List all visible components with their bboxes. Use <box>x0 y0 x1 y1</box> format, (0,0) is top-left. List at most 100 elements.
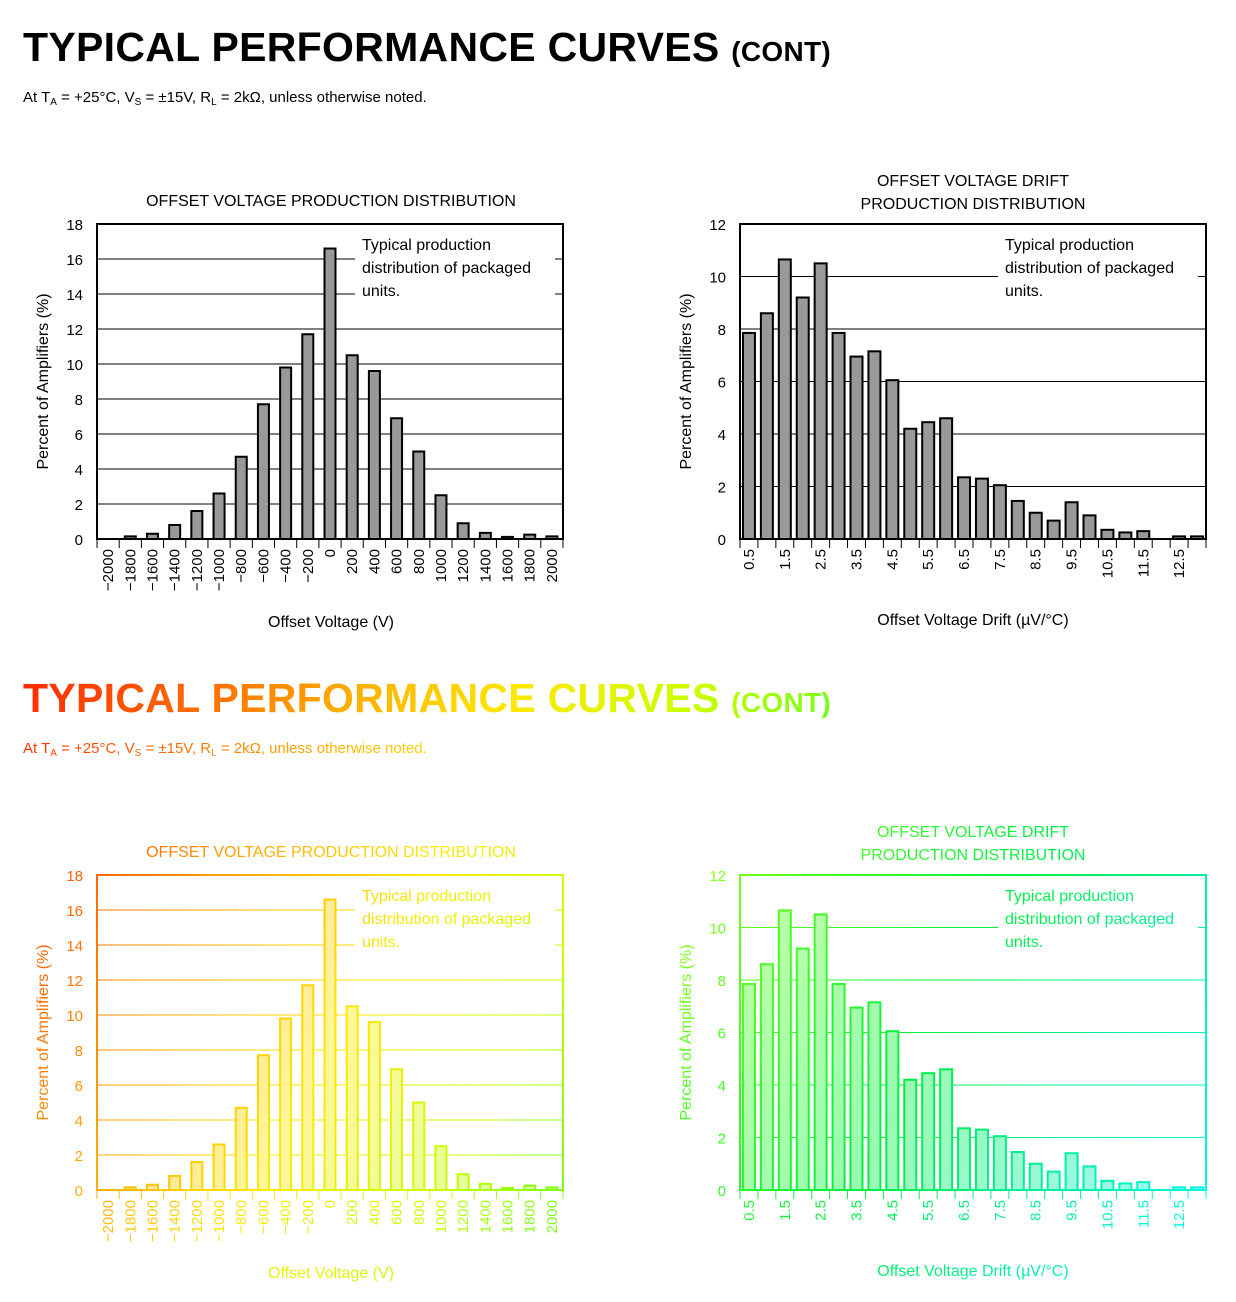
bar-5.0 <box>903 427 918 540</box>
bar-3.0 <box>831 982 846 1191</box>
x-tick-label: −1200 <box>189 549 206 591</box>
x-tick-label: 0.5 <box>741 549 758 570</box>
y-tick-label: 8 <box>75 1043 83 1060</box>
chart-title: PRODUCTION DISTRIBUTION <box>861 847 1086 864</box>
y-tick-label: 6 <box>75 427 83 444</box>
bar-6.0 <box>939 1068 954 1191</box>
x-tick-label: 11.5 <box>1135 1200 1152 1228</box>
annotation-text: distribution of packaged <box>1005 260 1174 277</box>
x-tick-label: 0 <box>322 549 339 557</box>
x-tick-label: −800 <box>233 1200 250 1234</box>
x-tick-label: −200 <box>300 549 317 583</box>
bar-6.0 <box>939 417 954 540</box>
bar-8.5 <box>1028 1162 1043 1191</box>
x-tick-label: 9.5 <box>1064 1200 1081 1221</box>
plot-frame <box>96 223 564 540</box>
bar-9.0 <box>1046 519 1061 540</box>
bar-10.5 <box>1100 528 1115 540</box>
bar-2.5 <box>813 262 828 540</box>
chart-title: OFFSET VOLTAGE DRIFT <box>877 824 1069 841</box>
x-tick-label: −1600 <box>144 1200 161 1242</box>
bar-−600 <box>256 403 270 540</box>
bar-4.5 <box>885 379 900 540</box>
bar-2.0 <box>795 947 810 1191</box>
x-tick-label: −1800 <box>122 549 139 591</box>
bar-1000 <box>434 494 448 540</box>
x-axis-label: Offset Voltage Drift (µV/°C) <box>877 1263 1068 1280</box>
y-tick-label: 0 <box>75 532 83 549</box>
bar-1200 <box>456 522 470 540</box>
x-tick-label: 400 <box>366 549 383 574</box>
x-tick-label: 4.5 <box>884 549 901 570</box>
x-tick-label: 0.5 <box>741 1200 758 1221</box>
y-tick-label: 2 <box>718 480 726 497</box>
x-tick-label: −600 <box>255 1200 272 1234</box>
y-tick-label: 10 <box>709 270 726 287</box>
bar-3.0 <box>831 331 846 540</box>
test-conditions: At TA = +25°C, VS = ±15V, RL = 2kΩ, unle… <box>23 89 427 108</box>
page-title: TYPICAL PERFORMANCE CURVES (CONT) <box>23 24 831 71</box>
cond-sub: L <box>211 97 217 108</box>
bar-4.0 <box>867 1001 882 1191</box>
bar-800 <box>412 1101 426 1191</box>
x-axis-label: Offset Voltage (V) <box>268 1265 394 1282</box>
bar-1000 <box>434 1145 448 1191</box>
x-tick-label: −600 <box>255 549 272 583</box>
x-tick-label: 2000 <box>544 549 561 582</box>
annotation-text: Typical production <box>1005 888 1134 905</box>
bar-7.0 <box>974 1128 989 1191</box>
y-tick-label: 6 <box>75 1078 83 1095</box>
y-tick-label: 10 <box>66 357 83 374</box>
x-tick-label: 10.5 <box>1099 549 1116 578</box>
x-tick-label: −2000 <box>100 549 117 591</box>
bar-10.5 <box>1100 1179 1115 1191</box>
bar-10.0 <box>1082 1165 1097 1191</box>
x-tick-label: 0 <box>322 1200 339 1208</box>
x-tick-label: 1.5 <box>777 1200 794 1221</box>
x-tick-label: −1200 <box>189 1200 206 1242</box>
chart-1: 0 2 4 6 8 10 12 Typical production distribution … <box>678 824 1207 1280</box>
chart-title: PRODUCTION DISTRIBUTION <box>861 196 1086 213</box>
y-tick-label: 10 <box>709 921 726 938</box>
performance-curves-section-colored: TYPICAL PERFORMANCE CURVES (CONT) At TA … <box>0 651 1236 1302</box>
performance-curves-section: TYPICAL PERFORMANCE CURVES (CONT) At TA … <box>23 24 1207 631</box>
chart-1: 0 2 4 6 8 10 12 Typical production distribution … <box>678 173 1207 629</box>
bar-600 <box>390 1068 404 1191</box>
y-tick-label: 4 <box>718 427 726 444</box>
x-tick-label: 1600 <box>500 549 517 582</box>
bar-−1000 <box>212 492 226 540</box>
bar-0 <box>323 898 337 1191</box>
cond-text: = ±15V, R <box>141 89 212 106</box>
x-axis-label: Offset Voltage Drift (µV/°C) <box>877 612 1068 629</box>
bar-0.5 <box>741 331 756 540</box>
x-axis-label: Offset Voltage (V) <box>268 614 394 631</box>
x-tick-label: 12.5 <box>1171 1200 1188 1229</box>
bar-7.5 <box>992 484 1007 540</box>
bar-8.5 <box>1028 511 1043 540</box>
y-tick-label: 12 <box>66 322 83 339</box>
bar-3.5 <box>849 355 864 540</box>
y-tick-label: 12 <box>66 973 83 990</box>
y-tick-label: 2 <box>75 1148 83 1165</box>
x-tick-label: 2.5 <box>813 1200 830 1221</box>
bar-−1200 <box>190 510 204 540</box>
annotation-text: units. <box>1005 934 1043 951</box>
x-tick-label: 5.5 <box>920 549 937 570</box>
x-tick-label: 800 <box>411 549 428 574</box>
y-tick-label: 16 <box>66 903 83 920</box>
bar-8.0 <box>1010 499 1025 540</box>
bar-5.0 <box>903 1078 918 1191</box>
bar-−400 <box>279 1017 293 1191</box>
bar-1.0 <box>759 963 774 1191</box>
x-tick-label: 1000 <box>433 549 450 582</box>
chart-title: OFFSET VOLTAGE PRODUCTION DISTRIBUTION <box>146 844 516 861</box>
y-axis-label: Percent of Amplifiers (%) <box>35 293 52 469</box>
x-tick-label: 1800 <box>522 549 539 582</box>
annotation-text: Typical production <box>362 888 491 905</box>
x-tick-label: 7.5 <box>992 1200 1009 1221</box>
bar-7.0 <box>974 477 989 540</box>
cond-text: At T <box>23 89 51 106</box>
x-tick-label: 400 <box>366 1200 383 1225</box>
y-tick-label: 16 <box>66 252 83 269</box>
